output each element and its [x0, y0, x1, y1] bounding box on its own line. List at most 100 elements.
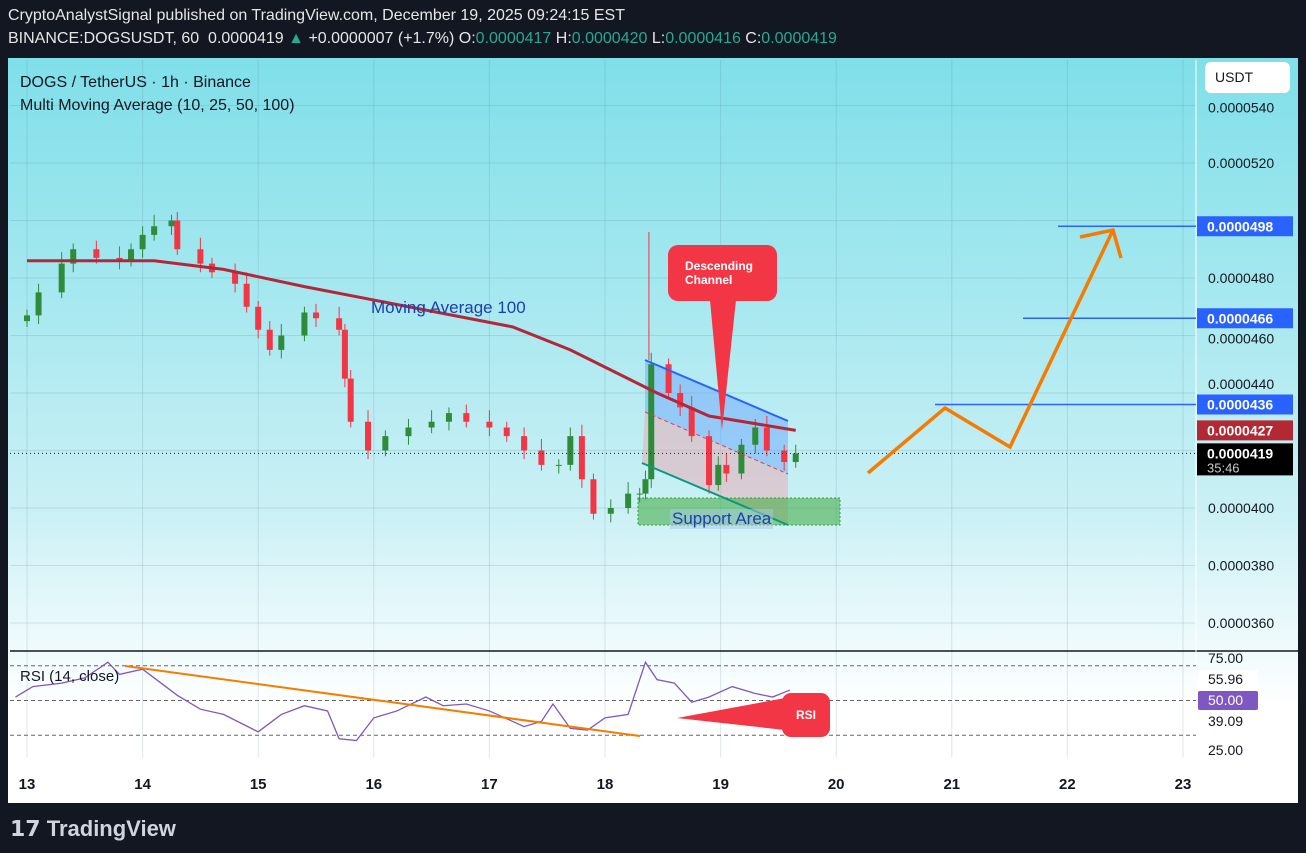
price-tag — [1197, 216, 1293, 237]
candle-body — [168, 220, 175, 227]
rsi-trendline — [124, 665, 641, 737]
rsi-callout-pointer — [677, 698, 785, 730]
rsi-line — [15, 660, 791, 742]
rsi-tag — [1198, 670, 1258, 689]
candle-body — [341, 329, 348, 379]
candle-body — [486, 421, 493, 428]
candle-body — [301, 312, 308, 336]
indicator-legend: Multi Moving Average (10, 25, 50, 100) — [20, 97, 295, 114]
ma100-line — [27, 259, 796, 432]
candle-body — [688, 407, 695, 437]
candle-body — [197, 249, 204, 264]
time-tick: 19 — [712, 776, 729, 793]
candle-body — [625, 493, 632, 508]
candle-body — [35, 292, 42, 316]
chart-legend-title: DOGS / TetherUS · 1h · Binance — [20, 74, 251, 91]
candle-body — [590, 479, 597, 514]
currency-button[interactable]: USDT — [1205, 62, 1290, 93]
candle-body — [538, 450, 545, 465]
close-value: 0.0000419 — [761, 30, 837, 47]
channel-mid-line — [644, 411, 789, 475]
time-tick: 23 — [1175, 776, 1192, 793]
candle-body — [463, 413, 470, 422]
last-price: 0.0000419 — [208, 30, 284, 47]
candle-body — [347, 378, 354, 422]
tradingview-logo: 𝟭𝟳 TradingView — [10, 816, 176, 841]
candle-body — [607, 508, 614, 514]
candle-body — [174, 220, 181, 250]
candle-body — [648, 364, 655, 480]
price-tag-text: 0.0000466 — [1207, 310, 1273, 326]
candle-body — [313, 312, 319, 319]
candle-body — [278, 335, 285, 350]
symbol-info: BINANCE:DOGSUSDT, 60 0.0000419 ▲ +0.0000… — [8, 30, 837, 48]
channel-callout-pointer — [710, 300, 736, 430]
price-tag — [1197, 420, 1293, 441]
candle-body — [58, 263, 65, 293]
price-tag-text: 0.0000436 — [1207, 397, 1273, 413]
time-tick: 21 — [943, 776, 960, 793]
time-tick: 13 — [19, 776, 36, 793]
candle-body — [255, 306, 262, 330]
candle-body — [128, 249, 135, 261]
candle-body — [677, 393, 684, 408]
channel-callout: Descending Channel — [668, 245, 777, 301]
support-annotation: Support Area — [670, 509, 774, 529]
candle-body — [24, 315, 30, 322]
price-tick: 0.0000400 — [1208, 500, 1274, 516]
rsi-callout: RSI — [782, 693, 830, 737]
rsi-tag-text: 50.00 — [1208, 692, 1243, 708]
candle-body — [636, 493, 643, 495]
candle-body — [752, 427, 759, 445]
candle-body — [555, 464, 562, 466]
price-tick: 0.0000440 — [1208, 376, 1274, 392]
c-label: C: — [745, 30, 762, 47]
channel-lower-fill — [642, 412, 788, 525]
symbol: BINANCE:DOGSUSDT, 60 — [8, 30, 200, 47]
candle-body — [232, 272, 239, 284]
candle-body — [567, 436, 574, 465]
time-tick: 14 — [134, 776, 151, 793]
ma-annotation: Moving Average 100 — [371, 298, 526, 317]
open-value: 0.0000417 — [475, 30, 552, 47]
up-arrow-icon: ▲ — [288, 30, 304, 47]
price-tag — [1197, 443, 1293, 476]
time-tick: 20 — [828, 776, 845, 793]
rsi-tag — [1198, 712, 1258, 731]
high-value: 0.0000420 — [571, 30, 648, 47]
channel-upper-line — [644, 359, 789, 422]
rsi-tick: 75.00 — [1208, 650, 1243, 666]
candle-body — [665, 364, 672, 393]
o-label: O: — [458, 30, 476, 47]
rsi-tag-text: 55.96 — [1208, 671, 1243, 687]
candle-body — [792, 453, 799, 462]
candle-body — [365, 421, 372, 451]
rsi-tag-text: 39.09 — [1208, 713, 1243, 729]
candle-body — [715, 464, 722, 485]
price-tag-text: 0.0000427 — [1207, 422, 1273, 438]
projection-path — [866, 229, 1115, 475]
price-tick: 0.0000460 — [1208, 331, 1274, 347]
candle-body — [93, 249, 100, 258]
price-tag-text: 0.0000498 — [1207, 218, 1273, 234]
price-tick: 0.0000380 — [1208, 558, 1274, 574]
candle-body — [706, 436, 713, 485]
candle-body — [382, 436, 389, 451]
candle-body — [151, 226, 158, 235]
publish-info: CryptoAnalystSignal published on Trading… — [8, 7, 625, 24]
candle-body — [738, 444, 745, 474]
l-label: L: — [651, 30, 666, 47]
low-value: 0.0000416 — [665, 30, 741, 47]
candle-body — [723, 464, 730, 474]
candle-body — [336, 318, 343, 330]
rsi-tick: 25.00 — [1208, 742, 1243, 758]
tv-logo-icon: 𝟭𝟳 — [10, 816, 41, 841]
price-tick: 0.0000360 — [1208, 615, 1274, 631]
price-tag-text: 0.0000419 — [1207, 445, 1273, 461]
candle-body — [70, 249, 77, 264]
time-tick: 15 — [250, 776, 267, 793]
price-tick: 0.0000520 — [1208, 155, 1274, 171]
projection-arrowhead — [1079, 227, 1123, 259]
rsi-tag — [1198, 691, 1258, 710]
